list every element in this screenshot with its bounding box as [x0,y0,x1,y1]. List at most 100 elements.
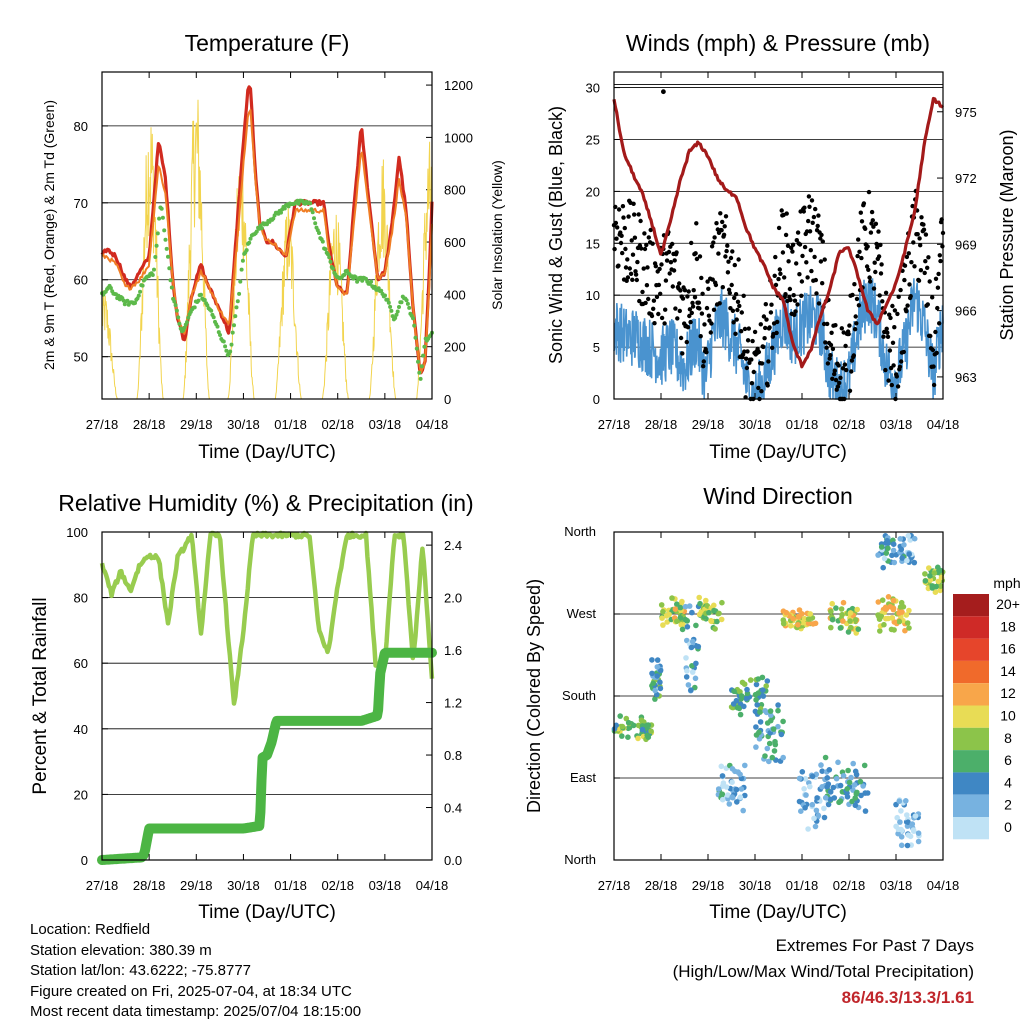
direction-point [718,763,725,770]
direction-point [890,597,897,604]
gust-point [741,293,746,298]
direction-point [818,762,824,768]
direction-point [904,842,911,849]
location-text: Location: Redfield [30,921,151,938]
rh-xtick-label: 27/18 [86,878,119,893]
gust-point [894,374,899,379]
direction-point [889,615,895,621]
direction-point [753,697,759,703]
direction-point [672,606,679,612]
direction-point [798,808,804,814]
gust-point [823,340,828,345]
direction-point [906,551,912,558]
gust-point [875,245,880,250]
direction-point [845,629,852,635]
direction-point [937,583,944,589]
direction-point [666,611,672,618]
direction-point [684,668,690,674]
direction-point [850,760,856,767]
gust-point [722,224,727,229]
direction-point [803,792,809,798]
direction-point [833,605,839,611]
direction-point [737,794,744,800]
dewpoint-point [310,210,315,215]
gust-point [820,281,825,286]
gust-point [656,311,661,317]
direction-point [744,686,750,693]
gust-point [626,214,631,219]
gust-point [724,248,729,254]
gust-point [866,267,871,272]
direction-point [654,673,660,679]
gust-point [909,260,914,265]
gust-point [912,264,917,269]
t9m-line [101,109,433,374]
gust-point [750,338,755,344]
gust-point [919,215,924,220]
direction-point [829,616,836,623]
direction-point [862,808,869,814]
gust-point [837,380,842,386]
gust-point [639,246,644,251]
rh-ytick-label: 60 [74,656,88,671]
gust-point [684,339,689,345]
gust-point [739,329,744,334]
direction-point [688,687,694,693]
gust-point [886,378,891,383]
wind-frame [613,71,944,400]
rh-ytick-label: 0 [81,853,88,868]
station-info: Location: Redfield Station elevation: 38… [30,920,361,1023]
gust-point [907,282,912,287]
dewpoint-point [174,308,179,313]
dir-xtick-label: 02/18 [833,878,866,893]
dewpoint-point [232,323,236,328]
gust-point [783,232,789,238]
gust-point [828,353,833,358]
gust-point [749,381,755,386]
rh-ytick-label: 20 [74,787,88,802]
direction-point [678,622,685,628]
direction-point [762,708,768,714]
direction-point [935,578,942,585]
gust-point [694,221,699,226]
winds-xlabel: Time (Day/UTC) [709,442,847,463]
precip-y2tick-label: 2.4 [444,538,462,553]
gust-point [735,299,741,304]
gust-point [846,331,851,337]
gust-point [616,263,621,268]
gust-point [745,349,750,354]
gust-point [719,228,724,233]
direction-point [898,599,905,606]
gust-point [853,314,858,319]
wind-ytick-label: 30 [586,81,600,96]
gust-point [627,266,632,271]
direction-point [772,738,778,745]
direction-point [753,732,760,738]
gust-point [876,254,882,259]
direction-point [807,611,813,617]
direction-point [754,702,760,708]
direction-point [885,594,892,600]
gust-point [698,334,703,339]
dewpoint-point [331,266,335,271]
direction-point [810,621,816,627]
gust-point [651,306,656,311]
direction-point [683,674,690,680]
gust-point [801,209,806,214]
dewpoint-point [209,308,214,313]
direction-point [764,745,771,752]
direction-point [674,618,680,625]
gust-point [925,265,930,270]
direction-point [875,612,881,618]
dewpoint-point [159,206,164,211]
direction-point [649,670,655,677]
gust-point [729,282,734,288]
gust-point [808,248,813,253]
gust-point [628,271,634,276]
gust-point [656,282,662,288]
direction-point [796,613,802,620]
direction-point [762,753,768,759]
gust-point [887,348,893,353]
gust-point [800,253,805,259]
direction-point [852,617,859,623]
